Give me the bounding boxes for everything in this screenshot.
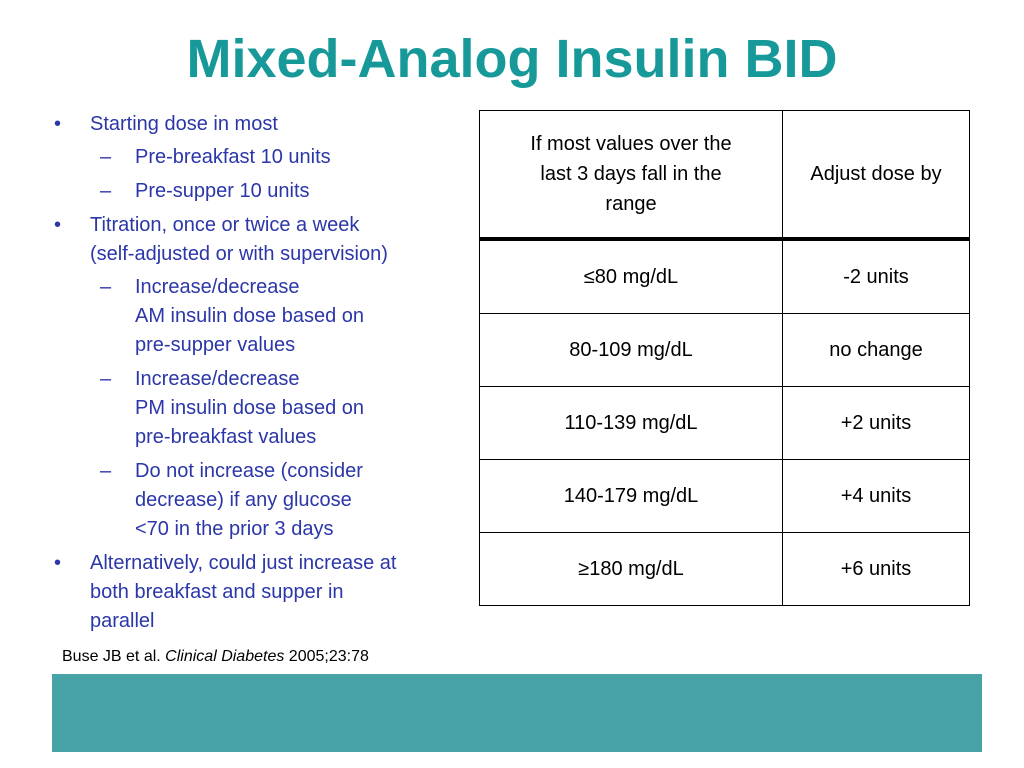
dash-marker: – xyxy=(100,460,112,482)
sub-bullet-text: PM insulin dose based on xyxy=(135,397,365,419)
sub-bullet-text: Pre-breakfast 10 units xyxy=(135,146,331,168)
table-header-row: If most values over the last 3 days fall… xyxy=(479,110,970,241)
bullet-text: parallel xyxy=(90,610,155,632)
range-cell: 110-139 mg/dL xyxy=(479,386,783,460)
range-cell: 80-109 mg/dL xyxy=(479,313,783,387)
bullet-marker: • xyxy=(54,113,62,135)
citation-journal: Clinical Diabetes xyxy=(165,648,285,665)
dose-adjustment-table: If most values over the last 3 days fall… xyxy=(479,110,970,606)
bullet-list: • Starting dose in most – Pre-breakfast … xyxy=(52,110,472,640)
header-range-text: last 3 days fall in the xyxy=(540,163,722,185)
header-range-text: range xyxy=(605,193,657,215)
adjust-cell: no change xyxy=(782,313,970,387)
sub-bullet-item: – Do not increase (consider decrease) if… xyxy=(52,457,472,544)
table-row: ≤80 mg/dL -2 units xyxy=(479,238,970,314)
footer-bar xyxy=(52,674,982,752)
bullet-text: both breakfast and supper in xyxy=(90,581,344,603)
header-range-text: If most values over the xyxy=(530,133,732,155)
bullet-item: • Starting dose in most xyxy=(52,110,472,139)
header-adjust: Adjust dose by xyxy=(782,110,970,241)
sub-bullet-text: Pre-supper 10 units xyxy=(135,180,310,202)
dash-marker: – xyxy=(100,368,112,390)
range-cell: 140-179 mg/dL xyxy=(479,459,783,533)
sub-bullet-text: <70 in the prior 3 days xyxy=(135,518,334,540)
citation-authors: Buse JB et al. xyxy=(62,648,161,665)
slide-title: Mixed-Analog Insulin BID xyxy=(186,29,838,89)
sub-bullet-text: pre-supper values xyxy=(135,334,296,356)
sub-bullet-text: Increase/decrease xyxy=(135,276,300,298)
table-row: 140-179 mg/dL +4 units xyxy=(479,459,970,533)
bullet-text: Titration, once or twice a week xyxy=(90,214,360,236)
sub-bullet-item: – Pre-breakfast 10 units xyxy=(52,143,472,172)
adjust-cell: -2 units xyxy=(782,238,970,314)
header-range: If most values over the last 3 days fall… xyxy=(479,110,783,241)
table-row: 80-109 mg/dL no change xyxy=(479,313,970,387)
sub-bullet-item: – Increase/decrease PM insulin dose base… xyxy=(52,365,472,452)
table-row: 110-139 mg/dL +2 units xyxy=(479,386,970,460)
bullet-item: • Alternatively, could just increase at … xyxy=(52,549,472,636)
range-cell: ≤80 mg/dL xyxy=(479,238,783,314)
bullet-item: • Titration, once or twice a week (self-… xyxy=(52,211,472,269)
adjust-cell: +6 units xyxy=(782,532,970,606)
sub-bullet-text: decrease) if any glucose xyxy=(135,489,352,511)
dash-marker: – xyxy=(100,180,112,202)
dash-marker: – xyxy=(100,146,112,168)
citation: Buse JB et al. Clinical Diabetes 2005;23… xyxy=(62,648,369,666)
sub-bullet-item: – Increase/decrease AM insulin dose base… xyxy=(52,273,472,360)
sub-bullet-text: Increase/decrease xyxy=(135,368,300,390)
table-row: ≥180 mg/dL +6 units xyxy=(479,532,970,606)
bullet-text: (self-adjusted or with supervision) xyxy=(90,243,388,265)
sub-bullet-text: Do not increase (consider xyxy=(135,460,363,482)
citation-ref: 2005;23:78 xyxy=(288,648,369,665)
sub-bullet-item: – Pre-supper 10 units xyxy=(52,177,472,206)
bullet-text: Alternatively, could just increase at xyxy=(90,552,397,574)
sub-bullet-text: pre-breakfast values xyxy=(135,426,317,448)
adjust-cell: +2 units xyxy=(782,386,970,460)
bullet-text: Starting dose in most xyxy=(90,113,278,135)
range-cell: ≥180 mg/dL xyxy=(479,532,783,606)
dash-marker: – xyxy=(100,276,112,298)
bullet-marker: • xyxy=(54,214,62,236)
bullet-marker: • xyxy=(54,552,62,574)
sub-bullet-text: AM insulin dose based on xyxy=(135,305,365,327)
adjust-cell: +4 units xyxy=(782,459,970,533)
